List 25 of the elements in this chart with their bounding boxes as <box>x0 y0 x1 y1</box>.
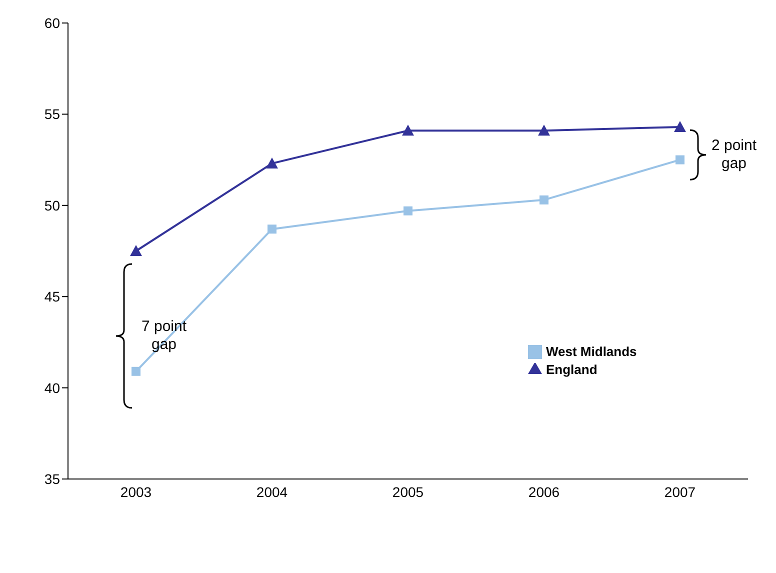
x-tick-label: 2007 <box>664 484 696 500</box>
point <box>132 366 140 376</box>
annotation: 7 point gap <box>140 318 188 354</box>
x-tick-label: 2004 <box>256 484 288 500</box>
x-tick-label: 2003 <box>120 484 152 500</box>
point <box>404 206 412 216</box>
point <box>402 124 414 136</box>
point <box>130 245 142 256</box>
point <box>674 120 686 132</box>
point <box>538 124 550 136</box>
point <box>540 195 548 204</box>
y-tick-label: 50 <box>44 197 60 214</box>
point <box>676 155 684 164</box>
annotation: 2 point gap <box>710 136 758 173</box>
y-tick-label: 40 <box>44 380 60 396</box>
point <box>268 224 276 234</box>
y-tick-label: 60 <box>44 14 60 31</box>
point <box>266 157 278 168</box>
y-tick-label: 55 <box>44 106 60 122</box>
x-tick-label: 2005 <box>392 484 424 500</box>
legend-label: West Midlands <box>546 344 637 359</box>
legend-label: England <box>546 362 598 377</box>
y-tick-label: 45 <box>44 288 60 305</box>
x-tick-label: 2006 <box>528 484 560 500</box>
y-tick-label: 35 <box>44 470 60 487</box>
